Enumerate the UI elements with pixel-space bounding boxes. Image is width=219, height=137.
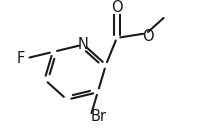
Text: O: O <box>111 0 123 15</box>
Text: N: N <box>78 37 89 52</box>
Text: F: F <box>17 51 25 66</box>
Text: Br: Br <box>91 109 107 124</box>
Text: O: O <box>142 29 153 44</box>
